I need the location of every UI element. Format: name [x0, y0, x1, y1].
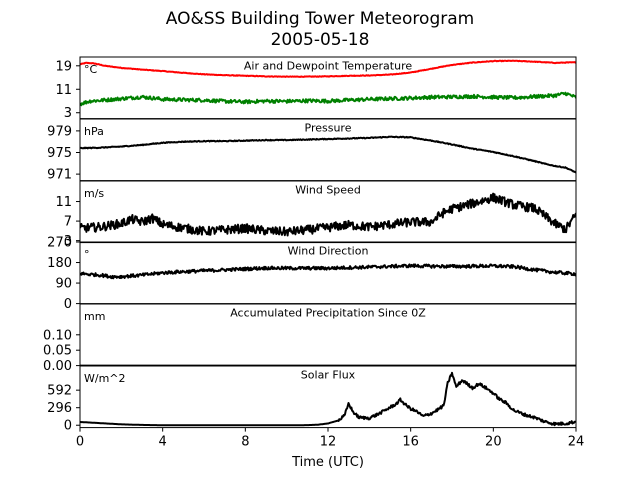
panel-3-ytick-label-0: 0: [64, 297, 72, 312]
panel-0-series-1-line: [80, 91, 576, 107]
panel-2-frame: [79, 180, 577, 244]
panel-1-ytick-label-2: 979: [47, 124, 72, 139]
x-axis: 0 4 8 12 16 20 24: [76, 427, 585, 450]
panel-3-ytick-label-1: 90: [55, 277, 72, 292]
panel-2: 3 7 11 Wind Speed m/s: [55, 180, 577, 249]
panel-5-series-0-line: [80, 371, 576, 427]
panel-5-unit: W/m^2: [84, 372, 126, 385]
panel-0-title: Air and Dewpoint Temperature: [244, 60, 412, 73]
x-tick-label-6: 24: [568, 435, 585, 450]
panel-5-title: Solar Flux: [301, 369, 356, 382]
panel-2-unit: m/s: [84, 187, 104, 200]
x-tick-label-2: 8: [241, 435, 249, 450]
panel-0-series-0-line: [80, 59, 576, 78]
panel-0: 3 11 19 Air and Dewpoint Temperature °C: [55, 56, 577, 121]
chart-subtitle: 2005-05-18: [271, 30, 370, 50]
x-tick-label-5: 20: [485, 435, 502, 450]
panel-1-unit: hPa: [84, 125, 104, 138]
panel-1: 971 975 979 Pressure hPa: [47, 118, 577, 183]
panel-3-title: Wind Direction: [288, 245, 369, 258]
x-axis-label: Time (UTC): [291, 455, 364, 470]
x-tick-label-1: 4: [159, 435, 167, 450]
panel-2-ytick-label-2: 11: [55, 195, 72, 210]
panel-4-ytick-label-0: 0.00: [43, 359, 72, 374]
x-tick-label-4: 16: [402, 435, 419, 450]
panel-2-title: Wind Speed: [295, 184, 361, 197]
panel-2-series-0-line: [80, 192, 576, 237]
panel-0-ytick-label-1: 11: [55, 83, 72, 98]
panel-5-ytick-label-1: 296: [47, 401, 72, 416]
panel-4-ytick-label-1: 0.05: [43, 344, 72, 359]
panel-4-unit: mm: [84, 310, 105, 323]
panel-0-ytick-label-2: 19: [55, 59, 72, 74]
x-tick-label-0: 0: [76, 435, 84, 450]
panel-3-series-0-line: [80, 263, 576, 280]
panel-0-unit: °C: [84, 63, 98, 76]
panel-5-ytick-label-0: 0: [64, 419, 72, 434]
x-tick-label-3: 12: [320, 435, 337, 450]
panel-4: 0.000.050.10 Accumulated Precipitation Si…: [43, 303, 577, 374]
panel-3: 0 90 180 270 Wind Direction °: [47, 236, 577, 312]
panel-4-ytick-label-2: 0.10: [43, 328, 72, 343]
panel-5: 0 296 592 Solar Flux W/m^2: [47, 365, 577, 434]
panel-3-ytick-label-2: 180: [47, 256, 72, 271]
panel-3-unit: °: [84, 248, 90, 261]
panel-1-ytick-label-1: 975: [47, 146, 72, 161]
panel-1-ytick-label-0: 971: [47, 168, 72, 183]
panel-5-ytick-label-2: 592: [47, 384, 72, 399]
panel-1-title: Pressure: [305, 122, 352, 135]
panel-2-ytick-label-1: 7: [64, 215, 72, 230]
panel-3-ytick-label-3: 270: [47, 236, 72, 251]
chart-title: AO&SS Building Tower Meteorogram: [166, 9, 474, 29]
panel-2-ytick-label-0: 3: [64, 234, 72, 249]
panel-4-title: Accumulated Precipitation Since 0Z: [230, 307, 426, 320]
panel-1-series-0-line: [80, 135, 576, 174]
panel-0-ytick-label-0: 3: [64, 106, 72, 121]
